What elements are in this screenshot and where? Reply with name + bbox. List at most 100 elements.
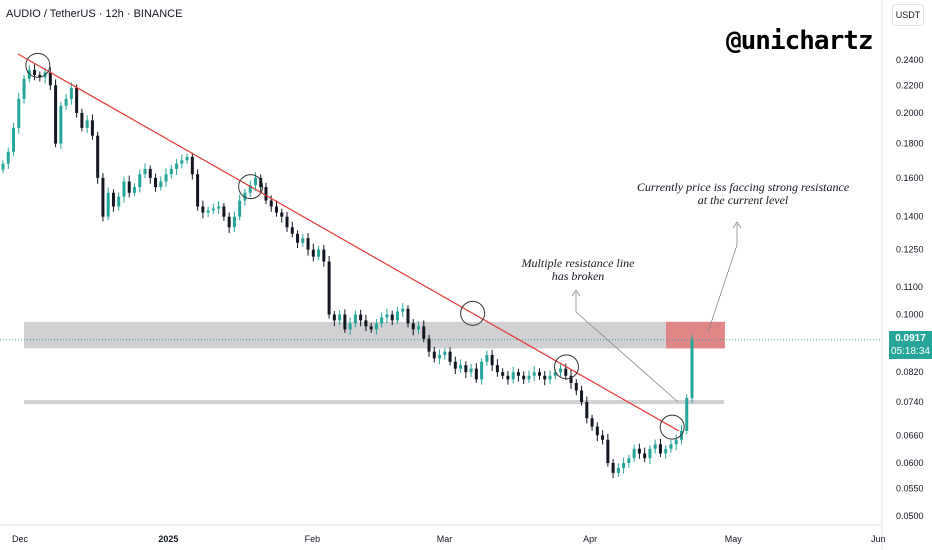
candle-body [506,375,510,380]
candle-body [690,339,694,399]
candle-body [117,196,121,207]
x-tick-label: Dec [12,534,29,544]
candle-body [96,135,100,178]
broken-annotation-line2: has broken [551,269,605,283]
candle-body [669,444,673,449]
candle-body [380,317,384,324]
candle-body [595,426,599,436]
candle-body [495,365,499,373]
candle-body [501,372,505,376]
candle-body [259,177,263,188]
candle-body [222,206,226,217]
candle-body [580,390,584,403]
candle-body [332,314,336,321]
candle-body [75,87,79,114]
brand-watermark: @unichartz [726,26,874,56]
candle-body [175,163,179,169]
candle-body [569,375,573,384]
candle-body [317,249,321,257]
candle-body [685,398,689,431]
candle-body [564,368,568,376]
candle-body [296,233,300,243]
candle-body [185,156,189,161]
candle-body [443,351,447,355]
candle-body [343,314,347,330]
candle-body [353,314,357,324]
arrow-line [575,311,679,403]
resistance-annotation-line2: at the current level [697,193,789,207]
x-tick-label: May [725,534,743,544]
candle-body [111,192,115,207]
candle-body [306,238,310,250]
candle-body [327,261,331,315]
candle-body [85,120,89,128]
current-resistance-highlight [666,321,725,349]
candle-body [159,181,163,188]
candle-body [311,249,315,257]
y-tick-label: 0.2000 [896,108,924,118]
candle-body [196,174,200,207]
y-tick-label: 0.0500 [896,511,924,521]
y-tick-label: 0.2200 [896,80,924,90]
candle-body [164,174,168,182]
candle-body [253,177,257,186]
candle-body [511,372,515,380]
candle-body [422,326,426,339]
candle-body [459,365,463,369]
candle-body [390,314,394,321]
candle-body [637,448,641,454]
candle-body [632,448,636,459]
candle-body [274,206,278,213]
candle-body [364,320,368,327]
candle-body [664,448,668,454]
candle-body [648,448,652,459]
candle-body [453,361,457,369]
candle-body [543,375,547,380]
candle-body [464,365,468,373]
countdown-timer: 05:18:34 [891,346,930,357]
candle-body [138,174,142,188]
descending-trendline [17,53,680,432]
x-tick-label: 2025 [158,534,178,544]
x-tick-label: Jun [871,534,886,544]
candle-body [1,163,5,170]
candle-body [574,383,578,391]
touch-point-circle [238,174,264,200]
x-tick-label: Feb [305,534,321,544]
candle-body [232,216,236,228]
symbol-header: AUDIO / TetherUS · 12h · BINANCE [6,8,183,20]
candle-body [522,375,526,380]
candle-body [585,402,589,419]
candle-body [248,185,252,193]
last-price-value: 0.0917 [895,333,926,344]
candle-body [243,192,247,201]
candle-body [537,372,541,376]
candle-body [290,227,294,234]
broken-annotation: Multiple resistance line has broken [516,257,640,283]
candle-body [474,368,478,380]
candle-body [12,127,16,152]
y-tick-label: 0.1000 [896,310,924,320]
candle-body [301,238,305,243]
candle-body [674,439,678,445]
y-tick-label: 0.1600 [896,173,924,183]
y-tick-label: 0.0740 [896,397,924,407]
candle-body [590,418,594,427]
candle-body [264,187,268,201]
candle-body [59,105,63,144]
candle-body [553,372,557,376]
y-tick-label: 0.2400 [896,55,924,65]
candle-body [532,372,536,376]
candle-body [606,439,610,463]
candle-body [516,372,520,376]
candle-body [227,216,231,228]
arrow-head [732,221,742,229]
candle-body [427,338,431,352]
candle-body [33,69,37,75]
broken-annotation-line1: Multiple resistance line [521,256,635,270]
currency-label[interactable]: USDT [892,4,924,26]
support-zone [24,400,724,405]
candle-body [154,177,158,188]
candle-body [106,192,110,217]
